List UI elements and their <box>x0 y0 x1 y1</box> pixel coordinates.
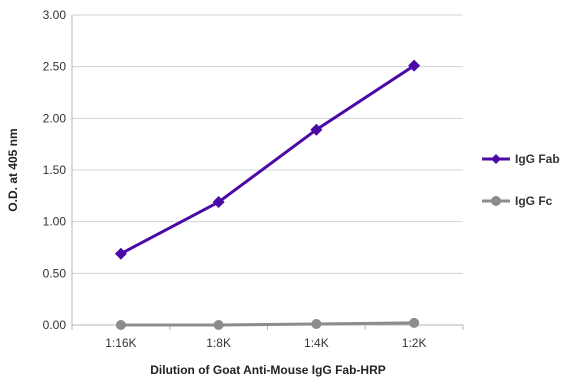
legend-marker-igg-fab <box>491 154 501 164</box>
data-point-igg-fab <box>212 196 225 209</box>
data-point-igg-fab <box>310 123 323 136</box>
series-line-igg-fab <box>120 64 415 256</box>
data-point-igg-fc <box>311 318 322 329</box>
y-tick-labels: 0.00 0.50 1.00 1.50 2.00 2.50 3.00 <box>43 8 67 332</box>
x-tick-label: 1:8K <box>206 336 231 350</box>
series-line-igg-fc <box>120 321 415 327</box>
legend-item-igg-fc: IgG Fc <box>482 194 553 208</box>
x-tick-label: 1:2K <box>402 336 427 350</box>
y-tick-label: 3.00 <box>43 8 67 22</box>
legend-marker-igg-fc <box>491 196 501 206</box>
y-tick-label: 0.00 <box>43 318 67 332</box>
x-tick-labels: 1:16K 1:8K 1:4K 1:2K <box>71 325 464 350</box>
y-tick-label: 1.00 <box>43 215 67 229</box>
data-point-igg-fab <box>408 59 421 72</box>
x-axis-title: Dilution of Goat Anti-Mouse IgG Fab-HRP <box>150 363 386 377</box>
y-axis-title: O.D. at 405 nm <box>6 128 20 211</box>
x-tick-label: 1:4K <box>304 336 329 350</box>
series-layer <box>114 59 421 330</box>
legend-item-igg-fab: IgG Fab <box>482 152 560 166</box>
y-tick-label: 2.50 <box>43 60 67 74</box>
y-tick-label: 2.00 <box>43 111 67 125</box>
x-tick-label: 1:16K <box>105 336 136 350</box>
legend-label-igg-fab: IgG Fab <box>515 152 560 166</box>
legend: IgG Fab IgG Fc <box>482 152 560 208</box>
data-point-igg-fc <box>115 320 126 330</box>
y-tick-label: 1.50 <box>43 163 67 177</box>
data-point-igg-fc <box>409 317 420 328</box>
data-point-igg-fc <box>213 320 224 330</box>
y-tick-label: 0.50 <box>43 266 67 280</box>
gridlines <box>71 14 463 326</box>
legend-label-igg-fc: IgG Fc <box>515 194 553 208</box>
data-point-igg-fab <box>114 247 127 260</box>
